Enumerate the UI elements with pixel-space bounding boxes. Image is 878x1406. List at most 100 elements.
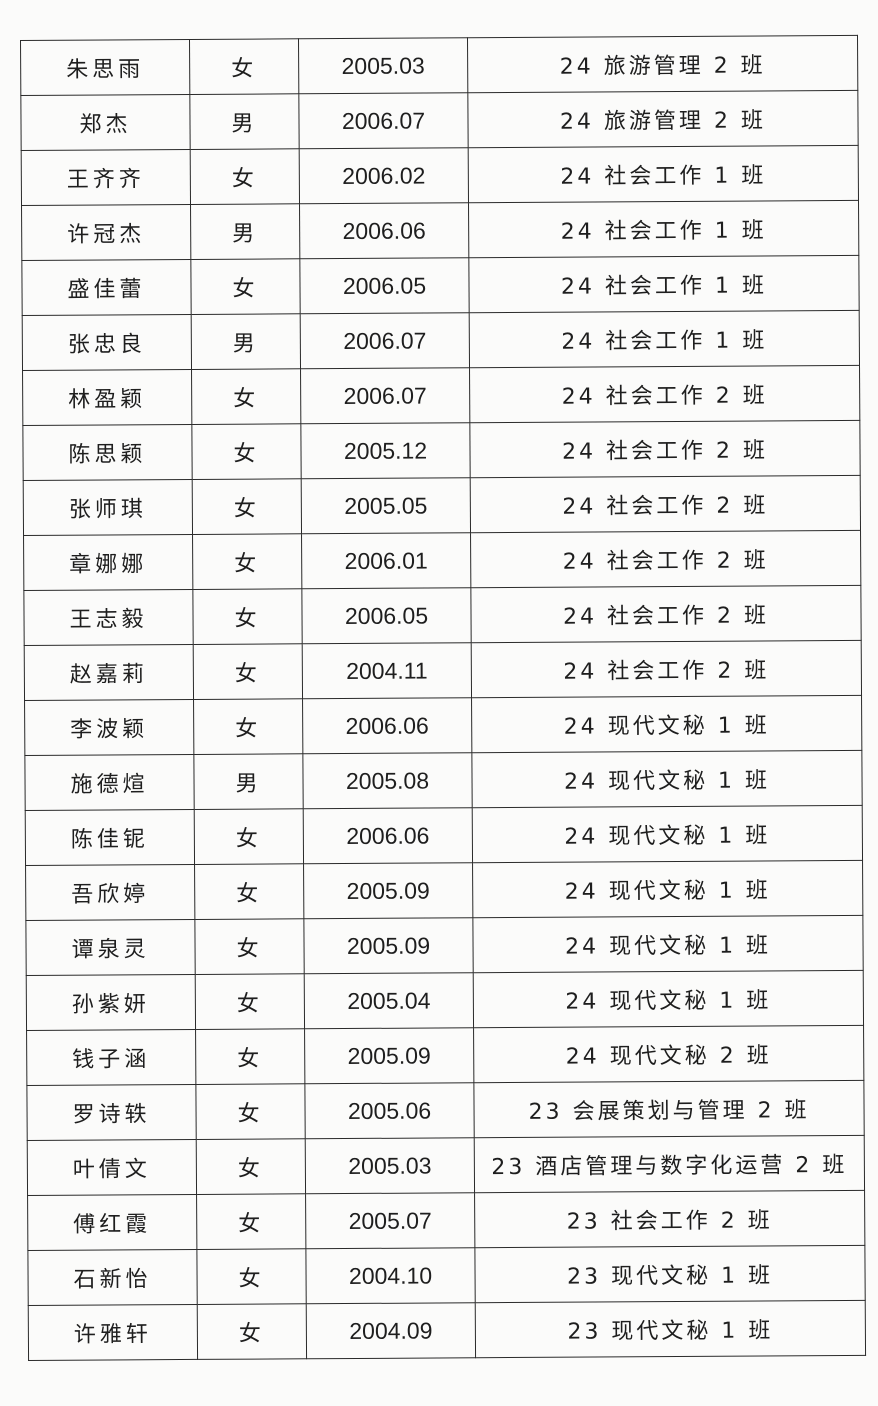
table-row: 王志毅女 2006.05 24 社会工作 2 班 [23,585,862,646]
table-row: 傅红霞女 2005.07 23 社会工作 2 班 [27,1190,865,1251]
class-cell: 23 现代文秘 1 班 [475,1300,866,1358]
gender-cell: 男 [190,203,300,260]
gender-cell: 女 [193,643,303,700]
class-cell: 24 旅游管理 2 班 [467,35,858,93]
class-cell: 24 社会工作 2 班 [470,530,861,588]
table-row: 陈思颖女 2005.12 24 社会工作 2 班 [22,420,861,481]
name-cell: 张师琪 [23,479,193,536]
table-row: 叶倩文女 2005.03 23 酒店管理与数字化运营 2 班 [27,1135,865,1196]
name-cell: 许冠杰 [21,204,191,261]
gender-cell: 女 [191,423,302,480]
gender-cell: 女 [190,258,301,315]
table-row: 赵嘉莉女 2004.11 24 社会工作 2 班 [24,640,862,701]
table-row: 石新怡女 2004.10 23 现代文秘 1 班 [27,1245,866,1306]
name-cell: 罗诗轶 [26,1084,197,1141]
class-cell: 23 会展策划与管理 2 班 [473,1080,865,1138]
table-row: 吾欣婷女 2005.09 24 现代文秘 1 班 [25,860,863,921]
birth-date-cell: 2005.07 [305,1192,475,1249]
table-row: 李波颖女 2006.06 24 现代文秘 1 班 [24,695,862,756]
birth-date-cell: 2005.09 [303,917,474,974]
birth-date-cell: 2006.02 [299,147,469,204]
birth-date-cell: 2005.08 [302,752,473,809]
table-row: 谭泉灵女 2005.09 24 现代文秘 1 班 [25,915,864,976]
name-cell: 石新怡 [27,1249,198,1306]
table-row: 张师琪女 2005.05 24 社会工作 2 班 [23,475,861,536]
table-row: 王齐齐女 2006.02 24 社会工作 1 班 [21,145,859,206]
name-cell: 钱子涵 [26,1029,196,1086]
gender-cell: 女 [196,1248,307,1305]
gender-cell: 男 [191,313,301,370]
class-cell: 24 社会工作 1 班 [468,200,859,258]
name-cell: 叶倩文 [27,1139,197,1196]
name-cell: 谭泉灵 [25,919,196,976]
class-cell: 24 社会工作 2 班 [469,365,860,423]
name-cell: 施德煊 [24,754,195,811]
birth-date-cell: 2006.07 [300,367,470,424]
class-cell: 24 现代文秘 1 班 [472,915,864,973]
class-cell: 24 现代文秘 2 班 [473,1025,864,1083]
name-cell: 章娜娜 [23,534,193,591]
gender-cell: 女 [197,1303,307,1360]
gender-cell: 女 [194,863,304,920]
gender-cell: 女 [194,808,304,865]
gender-cell: 女 [196,1138,306,1195]
class-cell: 23 现代文秘 1 班 [474,1245,866,1303]
birth-date-cell: 2005.03 [305,1137,475,1194]
birth-date-cell: 2005.06 [304,1082,475,1139]
name-cell: 许雅轩 [28,1304,198,1361]
birth-date-cell: 2006.05 [301,587,472,644]
table-row: 许雅轩女 2004.09 23 现代文秘 1 班 [28,1300,866,1361]
gender-cell: 男 [193,753,304,810]
birth-date-cell: 2006.07 [298,92,469,149]
table-row: 孙紫妍女 2005.04 24 现代文秘 1 班 [26,970,864,1031]
class-cell: 24 现代文秘 1 班 [471,695,862,753]
class-cell: 24 现代文秘 1 班 [472,860,863,918]
table-row: 钱子涵女 2005.09 24 现代文秘 2 班 [26,1025,864,1086]
gender-cell: 女 [195,1028,305,1085]
name-cell: 王齐齐 [21,149,191,206]
table-row: 罗诗轶女 2005.06 23 会展策划与管理 2 班 [26,1080,865,1141]
gender-cell: 女 [190,148,300,205]
birth-date-cell: 2005.04 [304,972,474,1029]
birth-date-cell: 2006.06 [303,807,473,864]
birth-date-cell: 2006.06 [299,202,469,259]
gender-cell: 女 [195,973,305,1030]
name-cell: 傅红霞 [27,1194,197,1251]
gender-cell: 女 [191,368,301,425]
class-cell: 24 社会工作 2 班 [470,475,861,533]
gender-cell: 女 [192,533,302,590]
class-cell: 24 旅游管理 2 班 [467,90,859,148]
class-cell: 24 现代文秘 1 班 [471,750,863,808]
gender-cell: 男 [189,93,300,150]
class-cell: 24 社会工作 1 班 [468,145,859,203]
class-cell: 24 现代文秘 1 班 [473,970,864,1028]
class-cell: 23 社会工作 2 班 [474,1190,865,1248]
birth-date-cell: 2006.06 [302,697,472,754]
name-cell: 吾欣婷 [25,864,195,921]
gender-cell: 女 [193,698,303,755]
table-row: 盛佳蕾女 2006.05 24 社会工作 1 班 [21,255,860,316]
name-cell: 赵嘉莉 [24,644,194,701]
table-row: 施德煊男 2005.08 24 现代文秘 1 班 [24,750,863,811]
name-cell: 陈佳铌 [25,809,195,866]
class-cell: 23 酒店管理与数字化运营 2 班 [474,1135,865,1193]
student-table-body: 朱思雨女 2005.03 24 旅游管理 2 班郑杰男 2006.07 24 旅游管理 … [20,35,866,1361]
class-cell: 24 现代文秘 1 班 [472,805,863,863]
name-cell: 郑杰 [20,94,191,151]
birth-date-cell: 2005.03 [298,37,468,94]
class-cell: 24 社会工作 2 班 [470,585,862,643]
name-cell: 李波颖 [24,699,194,756]
gender-cell: 女 [189,38,299,95]
table-row: 章娜娜女 2006.01 24 社会工作 2 班 [23,530,861,591]
table-row: 张忠良男 2006.07 24 社会工作 1 班 [22,310,860,371]
class-cell: 24 社会工作 2 班 [471,640,862,698]
gender-cell: 女 [192,588,303,645]
table-row: 陈佳铌女 2006.06 24 现代文秘 1 班 [25,805,863,866]
student-table: 朱思雨女 2005.03 24 旅游管理 2 班郑杰男 2006.07 24 旅游管理 … [20,35,866,1361]
table-row: 朱思雨女 2005.03 24 旅游管理 2 班 [20,35,858,96]
name-cell: 陈思颖 [22,424,193,481]
birth-date-cell: 2005.05 [301,477,471,534]
table-row: 林盈颖女 2006.07 24 社会工作 2 班 [22,365,860,426]
table-row: 郑杰男 2006.07 24 旅游管理 2 班 [20,90,859,151]
birth-date-cell: 2006.05 [299,257,470,314]
